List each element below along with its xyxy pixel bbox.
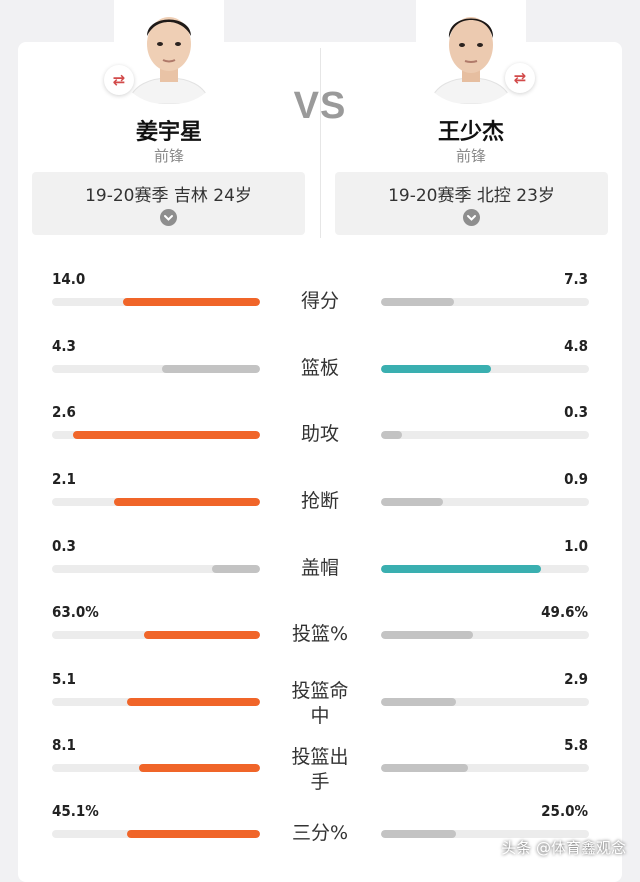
stat-left-bar-fill: [114, 498, 260, 506]
stat-right-bar-track: [381, 830, 589, 838]
stat-left-value: 4.3: [52, 337, 76, 355]
watermark: 头条 @体育鑫观念: [501, 839, 626, 857]
stat-row: 0.3 1.0 盖帽: [0, 537, 640, 603]
player-left-name: 姜宇星: [135, 120, 202, 145]
stat-right-value: 4.8: [564, 337, 588, 355]
stat-right-bar-fill: [381, 431, 402, 439]
stat-left-bar-track: [52, 698, 260, 706]
stat-left-bar-fill: [72, 431, 260, 439]
stat-left-value: 8.1: [52, 736, 76, 754]
stat-left-bar-track: [52, 830, 260, 838]
stat-left-value: 14.0: [52, 270, 86, 288]
stat-right-value: 25.0%: [541, 802, 588, 820]
stat-left-bar-fill: [143, 631, 260, 639]
stat-right-bar-fill: [381, 565, 542, 573]
stat-right-bar-fill: [381, 631, 473, 639]
stat-label: 抢断: [300, 490, 339, 512]
stat-row: 2.1 0.9 抢断: [0, 470, 640, 536]
stat-left-value: 2.1: [52, 470, 76, 488]
stat-left-bar-track: [52, 764, 260, 772]
stat-label: 投篮%: [291, 623, 349, 645]
stat-row: 63.0% 49.6% 投篮%: [0, 603, 640, 669]
stat-right-value: 7.3: [564, 270, 588, 288]
stat-left-bar-track: [52, 365, 260, 373]
stat-left-value: 5.1: [52, 670, 76, 688]
stat-right-bar-fill: [381, 698, 456, 706]
swap-right-player-button[interactable]: ⇄: [505, 63, 535, 93]
stat-right-value: 0.3: [564, 403, 588, 421]
stat-row: 2.6 0.3 助攻: [0, 403, 640, 469]
stat-right-bar-track: [381, 498, 589, 506]
stat-right-bar-track: [381, 365, 589, 373]
stat-right-bar-track: [381, 698, 589, 706]
stat-right-value: 0.9: [564, 470, 588, 488]
stat-right-bar-fill: [381, 298, 454, 306]
stat-right-value: 49.6%: [541, 603, 588, 621]
season-selector-left[interactable]: 19-20赛季 吉林 24岁: [32, 172, 305, 235]
stat-row: 4.3 4.8 篮板: [0, 337, 640, 403]
center-divider: [320, 48, 321, 238]
stat-left-value: 45.1%: [52, 802, 99, 820]
stat-right-bar-track: [381, 298, 589, 306]
stat-row: 45.1% 25.0% 三分%: [0, 802, 640, 868]
stat-left-bar-track: [52, 431, 260, 439]
swap-left-player-button[interactable]: ⇄: [104, 65, 134, 95]
season-right-label: 19-20赛季 北控 23岁: [388, 186, 555, 206]
stat-label: 篮板: [300, 357, 339, 379]
stat-right-bar-track: [381, 764, 589, 772]
stat-left-bar-fill: [139, 764, 260, 772]
stat-right-bar-fill: [381, 830, 456, 838]
season-selector-right[interactable]: 19-20赛季 北控 23岁: [335, 172, 608, 235]
player-right-name: 王少杰: [437, 120, 504, 145]
player-left-portrait-icon: [114, 0, 224, 104]
season-left-label: 19-20赛季 吉林 24岁: [85, 186, 252, 206]
swap-icon: ⇄: [513, 69, 527, 87]
stat-left-bar-track: [52, 631, 260, 639]
stat-row: 14.0 7.3 得分: [0, 270, 640, 336]
stat-left-bar-fill: [122, 298, 260, 306]
stat-left-bar-track: [52, 298, 260, 306]
stat-right-bar-fill: [381, 365, 492, 373]
stat-left-bar-fill: [126, 830, 260, 838]
swap-icon: ⇄: [112, 71, 126, 89]
stat-row: 5.1 2.9 投篮命中: [0, 670, 640, 736]
stat-left-bar-track: [52, 498, 260, 506]
stat-left-bar-fill: [162, 365, 260, 373]
stat-left-bar-fill: [126, 698, 260, 706]
stat-label: 得分: [300, 290, 339, 312]
stat-label: 助攻: [300, 423, 339, 445]
vs-label: VS: [293, 85, 347, 127]
player-left-position: 前锋: [153, 147, 184, 165]
stat-right-value: 5.8: [564, 736, 588, 754]
stat-left-value: 2.6: [52, 403, 76, 421]
stat-left-bar-fill: [212, 565, 260, 573]
stat-right-value: 2.9: [564, 670, 588, 688]
stat-right-bar-track: [381, 431, 589, 439]
stat-row: 8.1 5.8 投篮出手: [0, 736, 640, 802]
player-right-portrait-icon: [416, 0, 526, 104]
stat-right-bar-fill: [381, 764, 469, 772]
stat-left-bar-track: [52, 565, 260, 573]
stat-left-value: 0.3: [52, 537, 76, 555]
player-right-position: 前锋: [455, 147, 486, 165]
stat-left-value: 63.0%: [52, 603, 99, 621]
stat-right-bar-track: [381, 565, 589, 573]
stat-label: 投篮出手: [291, 746, 349, 793]
stat-label: 三分%: [291, 822, 349, 844]
chevron-down-icon: [160, 209, 177, 226]
chevron-down-icon: [463, 209, 480, 226]
player-left-photo[interactable]: [114, 0, 224, 104]
stat-right-bar-fill: [381, 498, 444, 506]
stat-right-bar-track: [381, 631, 589, 639]
stat-right-value: 1.0: [564, 537, 588, 555]
stat-label: 投篮命中: [291, 680, 349, 727]
stat-label: 盖帽: [300, 557, 339, 579]
